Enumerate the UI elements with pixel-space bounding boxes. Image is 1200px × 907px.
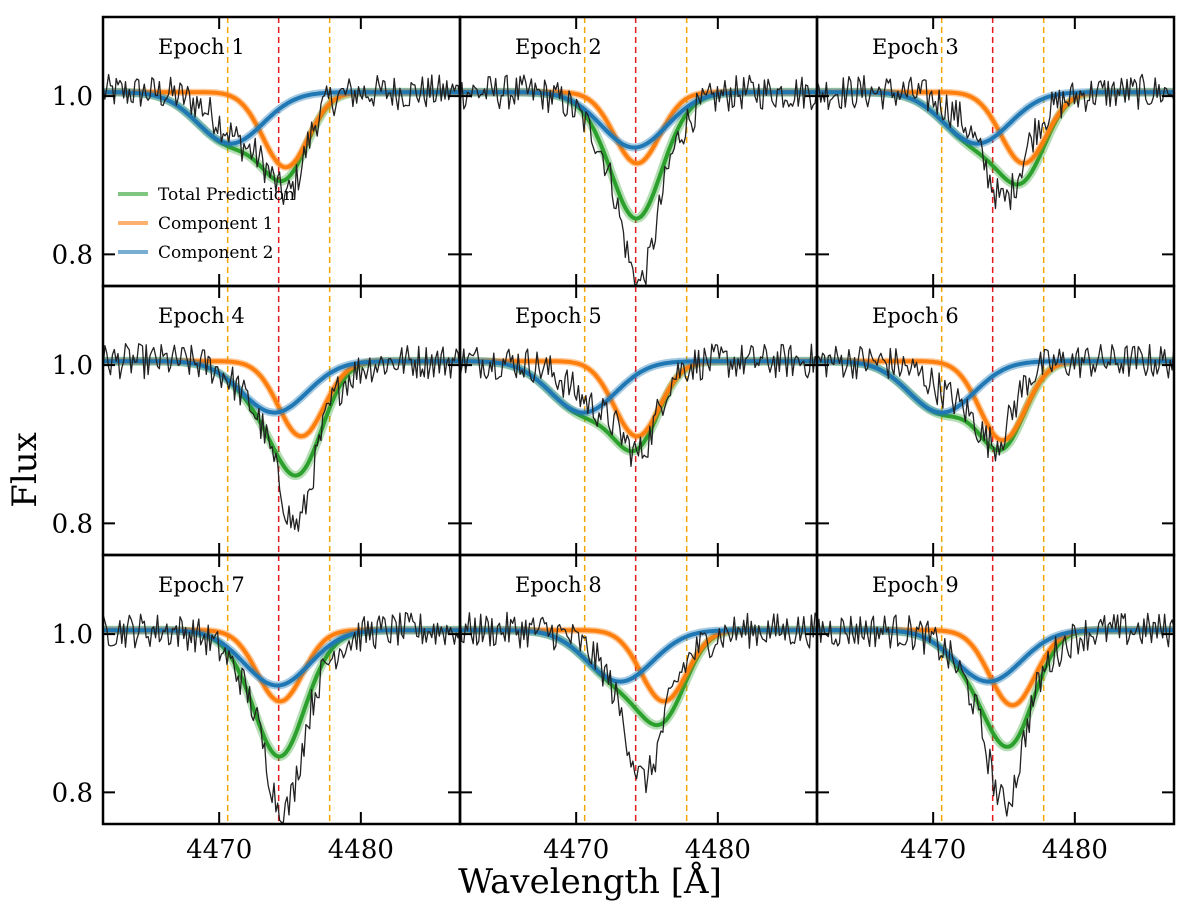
- panel-epoch-4: Epoch 4: [101, 284, 462, 557]
- component-2-line: [817, 359, 1174, 415]
- observed-spectrum-line: [817, 612, 1174, 817]
- legend-label: Component 1: [158, 214, 274, 234]
- epoch-label: Epoch 9: [872, 573, 959, 597]
- panel-frame: [458, 284, 819, 557]
- observed-spectrum-line: [103, 73, 460, 206]
- panel-plot-area: [460, 555, 817, 824]
- x-axis-title: Wavelength [Å]: [458, 861, 722, 902]
- panel-plot-area: [103, 286, 460, 555]
- component-1-line: [817, 90, 1174, 166]
- observed-spectrum-line: [460, 343, 817, 467]
- panel-epoch-6: Epoch 6: [815, 284, 1176, 557]
- panel-epoch-2: Epoch 2: [458, 15, 819, 288]
- total-prediction-line: [460, 90, 817, 221]
- x-tick-label: 4470: [900, 835, 966, 865]
- panel-frame: [815, 15, 1176, 288]
- panel-plot-area: [817, 555, 1174, 824]
- legend-label: Total Prediction: [158, 185, 295, 205]
- component-2-band: [103, 626, 460, 690]
- observed-spectrum-line: [460, 74, 817, 286]
- x-tick-label: 4480: [685, 835, 751, 865]
- total-prediction-band: [460, 87, 817, 224]
- epoch-label: Epoch 4: [158, 304, 245, 328]
- y-tick-label: 1.0: [52, 82, 93, 112]
- y-tick-labels: 0.8 1.0 0.8 1.0 0.8 1.0: [52, 82, 93, 808]
- component-1-line: [103, 359, 460, 439]
- component-2-line: [460, 628, 817, 684]
- panel-epoch-3: Epoch 3: [815, 15, 1176, 288]
- panel-plot-area: [460, 286, 817, 555]
- component-1-line: [103, 628, 460, 704]
- panel-epoch-1: Epoch 1: [101, 15, 462, 288]
- component-2-line: [103, 359, 460, 415]
- panel-plot-area: [817, 286, 1174, 555]
- panel-epoch-5: Epoch 5: [458, 284, 819, 557]
- component-2-band: [460, 357, 817, 417]
- epoch-label: Epoch 7: [158, 573, 245, 597]
- panel-plot-area: [817, 17, 1174, 286]
- panel-frame: [815, 284, 1176, 557]
- legend: Total Prediction Component 1 Component 2: [118, 185, 295, 263]
- component-2-line: [103, 628, 460, 688]
- panel-epoch-9: Epoch 9: [815, 553, 1176, 826]
- panel-frame: [101, 15, 462, 288]
- epoch-label: Epoch 3: [872, 35, 959, 59]
- panel-plot-area: [103, 555, 460, 824]
- x-tick-label: 4480: [328, 835, 394, 865]
- x-tick-label: 4470: [543, 835, 609, 865]
- component-2-band: [103, 88, 460, 148]
- legend-label: Component 2: [158, 243, 274, 263]
- component-1-band: [103, 626, 460, 705]
- y-tick-label: 1.0: [52, 620, 93, 650]
- panel-epoch-7: Epoch 7: [101, 553, 462, 826]
- panel-plot-area: [103, 17, 460, 286]
- panel-plot-area: [460, 17, 817, 286]
- observed-spectrum-line: [103, 611, 460, 824]
- epoch-label: Epoch 2: [515, 35, 602, 59]
- panel-frame: [458, 15, 819, 288]
- total-prediction-band: [103, 625, 460, 762]
- total-prediction-line: [103, 628, 460, 759]
- epoch-label: Epoch 5: [515, 304, 602, 328]
- x-tick-label: 4470: [186, 835, 252, 865]
- y-tick-label: 0.8: [52, 778, 93, 808]
- epoch-label: Epoch 6: [872, 304, 959, 328]
- panel-frame: [101, 553, 462, 826]
- observed-spectrum-line: [817, 73, 1174, 211]
- y-axis-title: Flux: [5, 432, 45, 508]
- observed-spectrum-line: [817, 343, 1174, 462]
- observed-spectrum-line: [460, 611, 817, 794]
- panel-frame: [101, 284, 462, 557]
- y-tick-label: 1.0: [52, 351, 93, 381]
- panel-frame: [458, 553, 819, 826]
- component-1-line: [460, 628, 817, 704]
- y-tick-label: 0.8: [52, 509, 93, 539]
- x-tick-labels: 4470 4480 4470 4480 4470 4480: [186, 835, 1108, 865]
- panel-frame: [815, 553, 1176, 826]
- x-tick-label: 4480: [1042, 835, 1108, 865]
- epoch-label: Epoch 1: [158, 35, 245, 59]
- observed-spectrum-line: [103, 343, 460, 532]
- component-1-band: [103, 357, 460, 440]
- panel-epoch-8: Epoch 8: [458, 553, 819, 826]
- y-tick-label: 0.8: [52, 240, 93, 270]
- epoch-label: Epoch 8: [515, 573, 602, 597]
- panels-layer: Epoch 1 Epoch 2 Epoch 3 Epoch 4 Epoch 5 Epoch…: [101, 15, 1176, 826]
